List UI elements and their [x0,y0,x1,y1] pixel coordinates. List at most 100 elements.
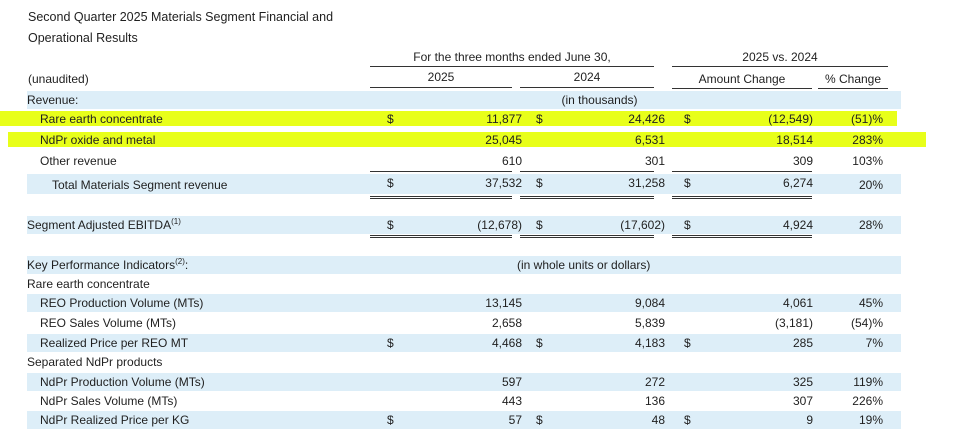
reo-price-row: Realized Price per REO MT $ 4,468 $ 4,18… [27,334,901,352]
pct-change: 119% [853,375,883,389]
report-title-line-1: Second Quarter 2025 Materials Segment Fi… [28,10,334,24]
currency-symbol: $ [684,336,691,350]
currency-symbol: $ [387,218,394,232]
ndpr-sales-row: NdPr Sales Volume (MTs) 443 136 307 226% [27,392,901,410]
currency-symbol: $ [684,413,691,427]
total-revenue-row: Total Materials Segment revenue $ 37,532… [27,174,901,194]
pct-change: 7% [865,336,883,350]
ndpr-section-label: Separated NdPr products [27,355,163,369]
pct-change: 283% [852,133,883,147]
ebitda-rule-2025 [370,235,512,236]
rare-earth-revenue-row: Rare earth concentrate $ 11,877 $ 24,426… [27,110,901,128]
value-2024: 6,531 [634,133,665,147]
whole-units-label: (in whole units or dollars) [517,258,651,272]
row-label: REO Production Volume (MTs) [40,296,204,310]
ebitda-rule-amount [672,235,812,236]
kpi-label: Key Performance Indicators(2): [27,257,189,273]
total-rule-2024 [520,196,654,197]
row-label: REO Sales Volume (MTs) [40,316,177,330]
period-header: For the three months ended June 30, [413,50,611,64]
value-2024: 5,839 [634,316,665,330]
total-double-rule-2024 [520,198,654,199]
amount-change: 325 [792,375,813,389]
value-2024: 301 [644,154,665,168]
subtotal-rule-2024 [520,171,654,172]
subtotal-rule-2025 [370,171,512,172]
revenue-section-row: Revenue: (in thousands) [27,91,901,109]
currency-symbol: $ [387,112,394,126]
value-2024: 4,183 [634,336,665,350]
reo-sales-row: REO Sales Volume (MTs) 2,658 5,839 (3,18… [27,314,901,332]
value-2024: 272 [644,375,665,389]
currency-symbol: $ [684,112,691,126]
kpi-section-row: Key Performance Indicators(2): (in whole… [27,256,901,274]
row-label: Total Materials Segment revenue [52,178,228,192]
currency-symbol: $ [536,336,543,350]
value-2025: 57 [508,413,522,427]
currency-symbol: $ [536,413,543,427]
pct-change-header: % Change [824,72,882,86]
currency-symbol: $ [684,176,691,190]
row-label: NdPr Realized Price per KG [40,413,190,427]
value-2025: 11,877 [486,112,522,126]
ndpr-price-row: NdPr Realized Price per KG $ 57 $ 48 $ 9… [27,411,901,429]
value-2025: 443 [501,394,522,408]
value-2025: 25,045 [485,133,522,147]
amount-change: 309 [792,154,813,168]
ebitda-double-rule-amount [672,237,812,238]
amount-change: (3,181) [774,316,813,330]
currency-symbol: $ [536,218,543,232]
ebitda-rule-2024 [520,235,654,236]
currency-symbol: $ [387,176,394,190]
currency-symbol: $ [387,413,394,427]
comparison-header: 2025 vs. 2024 [742,50,818,64]
ndpr-oxide-revenue-row: NdPr oxide and metal 25,045 6,531 18,514… [27,131,901,149]
ndpr-section-row: Separated NdPr products [27,353,901,371]
pct-change: 45% [858,296,883,310]
value-2025: 610 [501,154,522,168]
ebitda-row: Segment Adjusted EBITDA(1) $ (12,678) $ … [27,216,901,234]
amount-change: 307 [792,394,813,408]
header-rule-comparison [672,66,888,67]
amount-change: (12,549) [768,112,813,126]
pct-change: (51)% [850,112,883,126]
row-label: NdPr oxide and metal [40,133,156,147]
row-label: Realized Price per REO MT [40,336,189,350]
rule-2025 [370,87,512,88]
row-label: NdPr Production Volume (MTs) [40,375,205,389]
value-2025: 13,145 [485,296,522,310]
amount-change: 4,061 [782,296,813,310]
other-revenue-row: Other revenue 610 301 309 103% [27,152,901,170]
report-title-line-2: Operational Results [28,31,138,45]
header-rule-period [370,66,654,67]
amount-change: 4,924 [782,218,813,232]
pct-change: 19% [858,413,883,427]
total-rule-amount [672,196,812,197]
currency-symbol: $ [536,112,543,126]
ndpr-production-row: NdPr Production Volume (MTs) 597 272 325… [27,373,901,391]
total-double-rule-2025 [370,198,512,199]
ebitda-double-rule-2025 [370,237,512,238]
total-double-rule-amount [672,198,812,199]
col-2025-header: 2025 [427,70,455,84]
value-2024: 24,426 [628,112,665,126]
pct-change: 28% [858,218,883,232]
revenue-label: Revenue: [27,93,79,107]
yellow-highlight-2 [8,132,926,147]
rule-amount [672,88,812,89]
value-2024: 9,084 [634,296,665,310]
row-label: Rare earth concentrate [40,112,163,126]
pct-change: 103% [852,154,883,168]
pct-change: 20% [858,178,883,192]
value-2025: 2,658 [491,316,522,330]
value-2025: 597 [501,375,522,389]
value-2024: (17,602) [620,218,665,232]
amount-change: 18,514 [776,133,813,147]
pct-change: (54)% [850,316,883,330]
rule-pct [818,88,888,89]
amount-change: 9 [806,413,813,427]
currency-symbol: $ [684,218,691,232]
amount-change: 6,274 [782,176,813,190]
ebitda-double-rule-2024 [520,237,654,238]
value-2025: 37,532 [485,176,522,190]
